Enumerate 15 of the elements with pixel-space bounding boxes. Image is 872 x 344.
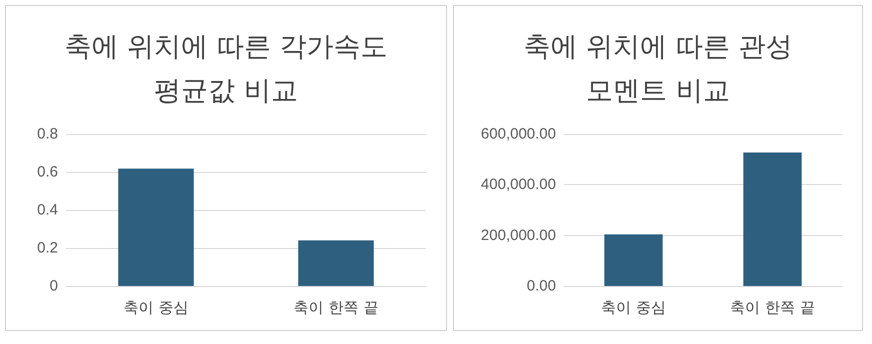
y-tick-label: 0.6 (37, 164, 58, 180)
y-tick-label: 600,000.00 (480, 126, 556, 142)
x-tick-label: 축이 한쪽 끝 (294, 298, 378, 316)
chart-title: 축에 위치에 따른 각가속도 평균값 비교 (64, 32, 388, 106)
y-tick-label: 400,000.00 (480, 176, 556, 194)
chart-title: 축에 위치에 따른 관성 모멘트 비교 (524, 32, 792, 106)
x-tick-label: 축이 한쪽 끝 (730, 298, 815, 316)
y-tick-label: 0 (50, 278, 58, 294)
x-tick-label: 축이 중심 (601, 298, 666, 316)
y-tick-label: 0.2 (37, 240, 58, 256)
y-tick-label: 200,000.00 (480, 226, 556, 244)
y-tick-label: 0.4 (37, 202, 58, 218)
x-tick-label: 축이 중심 (124, 298, 188, 316)
y-tick-label: 0.00 (526, 278, 556, 294)
y-tick-label: 0.8 (37, 126, 58, 142)
